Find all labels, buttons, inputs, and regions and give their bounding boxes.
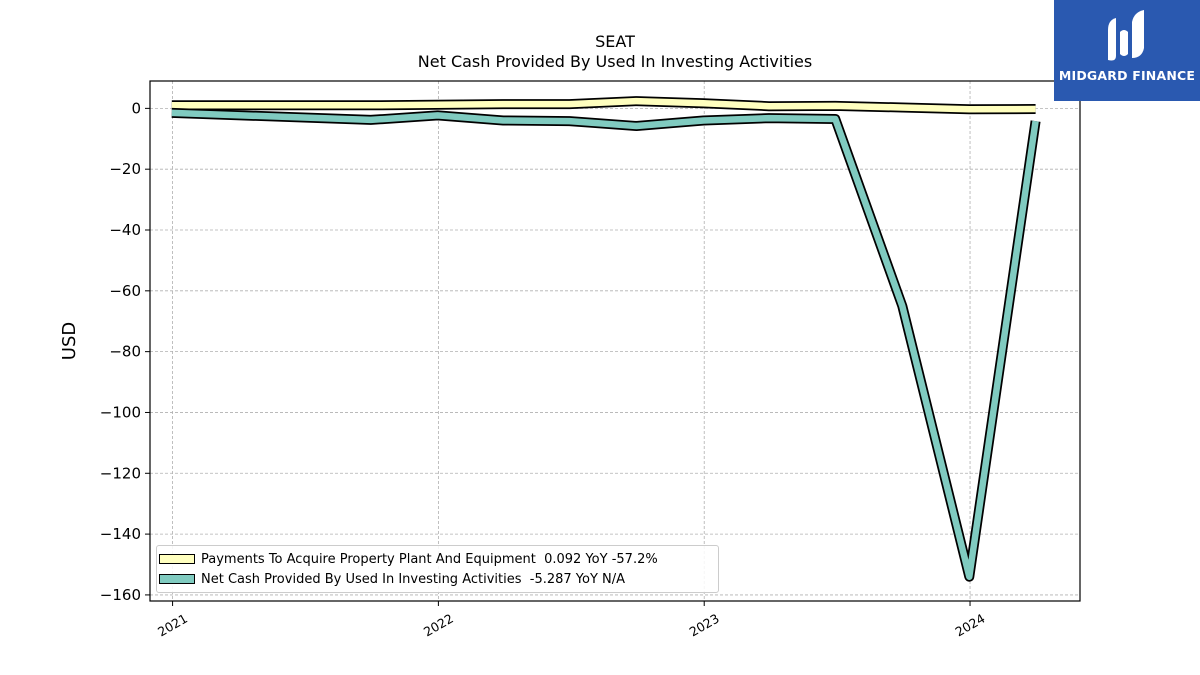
x-tick-label: 2023	[687, 611, 722, 640]
x-tick-label: 2021	[155, 611, 190, 640]
chart-title: SEAT	[595, 32, 635, 51]
x-tick-label: 2024	[952, 611, 987, 640]
legend-label-ppe: Payments To Acquire Property Plant And E…	[201, 551, 658, 567]
midgard-finance-logo: MIDGARD FINANCE	[1054, 0, 1200, 101]
chart-legend: Payments To Acquire Property Plant And E…	[156, 545, 719, 593]
legend-item-investing: Net Cash Provided By Used In Investing A…	[159, 569, 625, 589]
legend-label-investing: Net Cash Provided By Used In Investing A…	[201, 571, 626, 587]
plot-frame	[149, 80, 1081, 602]
y-tick-label: −120	[100, 464, 141, 482]
y-tick-label: 0	[131, 99, 141, 117]
y-tick-label: −40	[109, 221, 141, 239]
series-line-1	[171, 109, 1039, 580]
legend-swatch-ppe	[159, 554, 195, 564]
y-tick-label: −20	[109, 160, 141, 178]
y-tick-label: −80	[109, 343, 141, 361]
logo-mark-icon	[1108, 10, 1144, 61]
y-tick-label: −140	[100, 525, 141, 543]
y-tick-label: −60	[109, 282, 141, 300]
logo-text: MIDGARD FINANCE	[1058, 68, 1196, 83]
y-tick-label: −160	[100, 586, 141, 604]
chart-subtitle: Net Cash Provided By Used In Investing A…	[417, 52, 813, 71]
y-tick-label: −100	[100, 403, 141, 421]
legend-item-ppe: Payments To Acquire Property Plant And E…	[159, 549, 658, 569]
series-line-0	[171, 97, 1036, 113]
y-axis-label: USD	[59, 322, 80, 360]
x-tick-label: 2022	[421, 611, 456, 640]
legend-swatch-investing	[159, 574, 195, 584]
series-outline-1	[171, 107, 1041, 582]
